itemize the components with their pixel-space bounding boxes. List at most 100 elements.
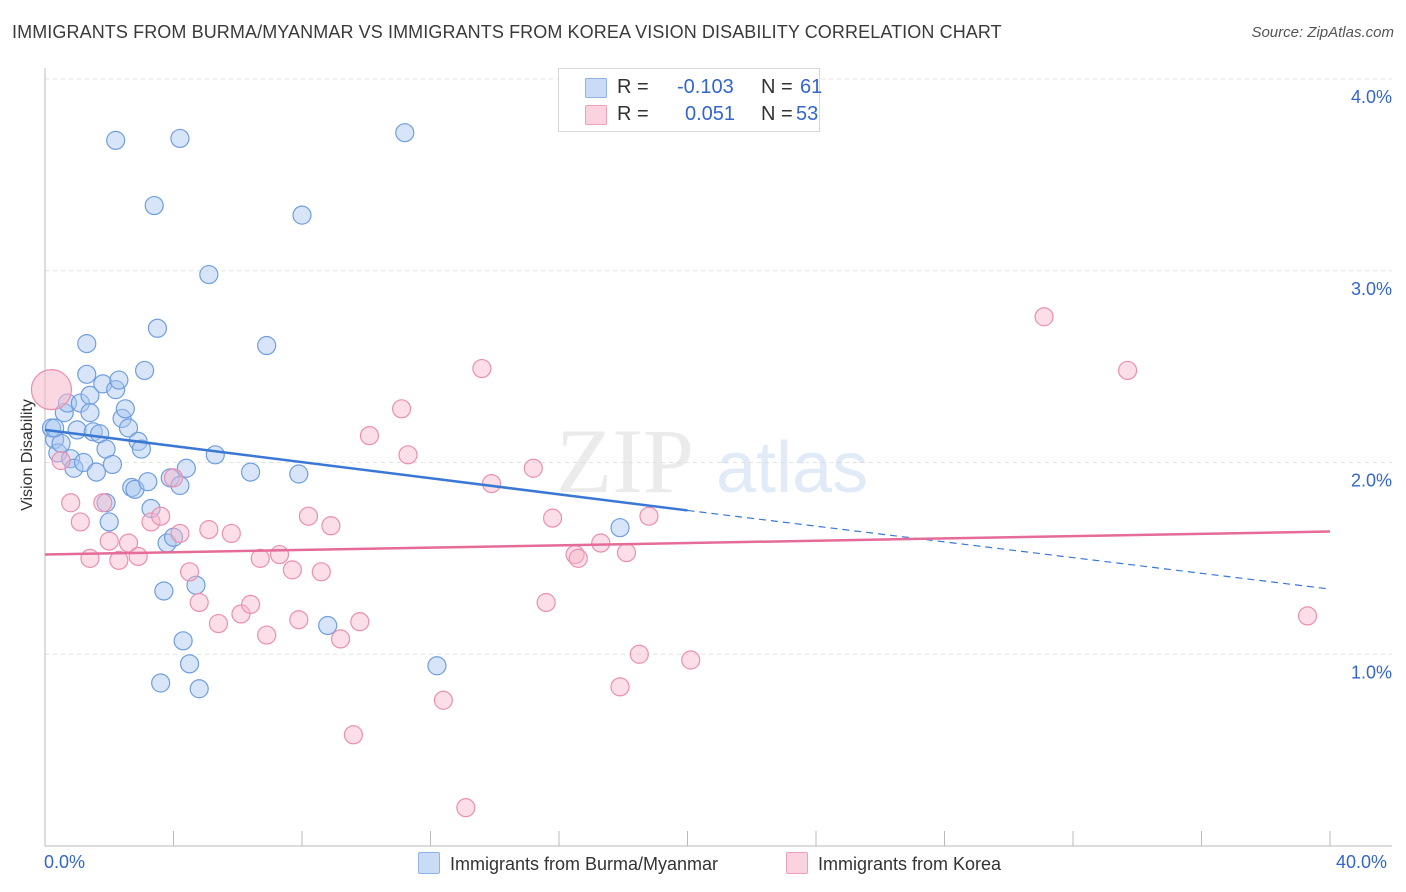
korea-point: [109, 550, 129, 570]
korea-point: [1297, 606, 1318, 626]
legend-r-value-burma: -0.103: [677, 76, 734, 98]
korea-point: [536, 592, 556, 613]
y-axis-label: Vision Disability: [19, 399, 36, 511]
korea-point: [591, 533, 611, 553]
burma-point: [395, 123, 415, 143]
korea-point: [568, 548, 588, 568]
burma-point: [292, 205, 312, 225]
burma-point: [199, 264, 219, 285]
korea-point: [298, 506, 319, 526]
korea-point: [330, 629, 351, 649]
korea-point: [639, 506, 659, 526]
burma-point: [257, 335, 277, 356]
korea-point: [321, 516, 341, 536]
korea-point: [359, 426, 380, 446]
burma-point: [70, 393, 90, 413]
korea-point: [250, 548, 270, 568]
korea-point: [231, 604, 251, 624]
korea-point: [189, 592, 209, 613]
watermark-zip: ZIP: [556, 410, 694, 512]
burma-point: [115, 399, 135, 419]
korea-point: [629, 644, 649, 664]
legend-n-label: N =: [761, 103, 793, 125]
bottom-legend-label-korea: Immigrants from Korea: [818, 854, 1002, 874]
burma-point: [189, 679, 209, 699]
burma-point: [67, 420, 87, 440]
bottom-legend-burma: Immigrants from Burma/Myanmar: [418, 852, 718, 875]
y-tick-label: 2.0%: [1351, 471, 1392, 491]
korea-point: [616, 543, 637, 563]
bottom-legend-swatch-burma: [418, 852, 440, 874]
legend-r-value-korea: 0.051: [685, 103, 736, 125]
legend-n-value-korea: 53: [796, 103, 819, 125]
legend-swatch-burma: [585, 78, 607, 98]
burma-point: [80, 403, 100, 423]
burma-point: [170, 475, 190, 496]
korea-point: [343, 725, 363, 745]
burma-point: [427, 656, 447, 676]
y-tick-label: 4.0%: [1351, 87, 1392, 107]
korea-point: [208, 613, 229, 634]
burma-point: [109, 370, 129, 390]
series-burma-points: [41, 123, 630, 699]
legend-n-label: N =: [761, 76, 793, 98]
korea-point: [282, 560, 302, 580]
korea-point: [481, 473, 502, 494]
burma-point: [173, 631, 193, 651]
korea-point: [93, 493, 113, 513]
korea-point: [141, 512, 161, 532]
burma-point: [86, 462, 107, 482]
korea-point: [257, 625, 277, 645]
burma-point: [45, 418, 65, 438]
korea-point: [610, 677, 630, 697]
legend-r-label: R =: [617, 76, 649, 98]
burma-point: [289, 464, 309, 484]
korea-point: [311, 562, 331, 582]
korea-point: [523, 458, 543, 478]
watermark: ZIP atlas: [556, 410, 868, 512]
burma-point: [318, 615, 338, 636]
burma-point: [176, 458, 196, 478]
x-tick-min: 0.0%: [44, 852, 86, 872]
burma-point: [147, 318, 168, 338]
chart-title: IMMIGRANTS FROM BURMA/MYANMAR VS IMMIGRA…: [12, 22, 1002, 42]
burma-point: [151, 673, 171, 693]
legend-swatch-korea: [585, 105, 607, 125]
korea-point: [61, 493, 81, 513]
burma-point: [170, 128, 190, 149]
korea-point: [80, 548, 100, 568]
korea-point: [456, 798, 476, 818]
burma-point: [73, 452, 94, 473]
burma-point: [80, 385, 100, 405]
correlation-legend: R = -0.103 N = 61 R = 0.051 N = 53: [558, 68, 823, 132]
korea-point: [472, 358, 492, 379]
korea-point: [221, 523, 241, 544]
trend-lines: [44, 428, 1331, 590]
korea-point: [51, 450, 71, 471]
burma-point: [205, 445, 225, 465]
korea-point: [289, 610, 309, 630]
burma-point: [106, 130, 126, 150]
burma-point: [131, 439, 151, 459]
burma-point: [154, 581, 174, 601]
burma-point: [138, 472, 158, 492]
y-tick-label: 1.0%: [1351, 662, 1392, 682]
burma-point: [102, 454, 123, 475]
series-korea-points: [30, 307, 1318, 818]
korea-point: [151, 506, 171, 526]
korea-point: [1118, 360, 1138, 381]
bottom-legend-label-burma: Immigrants from Burma/Myanmar: [450, 854, 719, 874]
axes: [44, 68, 1392, 847]
korea-point: [128, 546, 148, 567]
korea-point: [163, 468, 184, 488]
korea-point: [350, 612, 370, 632]
x-tick-max: 40.0%: [1336, 852, 1388, 872]
bottom-legend-korea: Immigrants from Korea: [786, 852, 1001, 875]
korea-point: [269, 544, 290, 565]
legend-n-value-burma: 61: [800, 76, 823, 98]
korea-point: [433, 690, 453, 710]
burma-point: [118, 418, 139, 438]
korea-point: [170, 523, 190, 544]
korea-point: [99, 531, 119, 551]
